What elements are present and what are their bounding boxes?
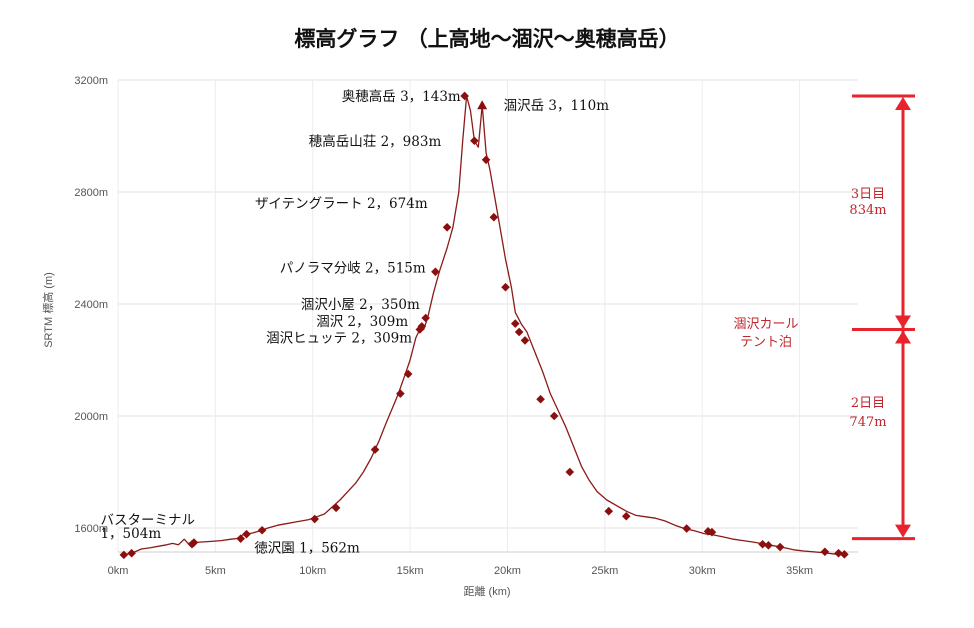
day3-arrow-down: [895, 315, 911, 329]
grid: 1600m 2000m 2400m 2800m 3200m 0km 5km 10km 15km 2…: [74, 75, 858, 577]
waypoint-marker: [510, 319, 520, 328]
x-tick-label: 15km: [397, 565, 424, 577]
y-tick-label: 3200m: [74, 75, 108, 87]
waypoint-marker: [775, 542, 785, 552]
waypoint-marker: [536, 394, 545, 404]
waypoint-label: 1，504m: [100, 526, 161, 542]
day3-arrow-up: [895, 96, 911, 110]
waypoint-label: バスターミナル: [100, 513, 195, 529]
waypoint-marker: [834, 548, 843, 558]
waypoint-marker: [431, 267, 440, 277]
waypoint-marker: [236, 534, 245, 543]
y-tick-label: 2800m: [74, 187, 108, 199]
waypoint-marker: [460, 91, 469, 101]
waypoint-marker: [489, 212, 499, 222]
chart-title: 標高グラフ （上高地～涸沢～奥穂高岳）: [294, 26, 679, 51]
waypoint-marker: [703, 527, 713, 536]
peak-marker: [477, 100, 488, 110]
day2-arrow-down: [895, 524, 911, 538]
waypoint-label: ザイテングラート 2，674m: [255, 196, 428, 212]
waypoint-label: 涸沢ヒュッテ 2，309m: [266, 331, 412, 347]
waypoint-marker: [514, 327, 524, 337]
waypoint-marker: [442, 222, 452, 232]
x-tick-label: 5km: [205, 565, 226, 577]
x-tick-label: 10km: [299, 565, 326, 577]
waypoint-label: 徳沢園 1，562m: [254, 541, 360, 557]
y-tick-label: 2400m: [74, 299, 108, 311]
waypoint-label: パノラマ分岐 2，515m: [280, 261, 426, 277]
waypoint-markers: [119, 91, 849, 560]
waypoint-marker: [820, 547, 830, 557]
waypoint-marker: [481, 155, 491, 165]
waypoint-marker: [520, 336, 530, 345]
waypoint-label: 奥穂高岳 3，143m: [342, 88, 461, 105]
x-axis-label: 距離 (km): [463, 584, 510, 598]
waypoint-marker: [415, 325, 425, 334]
waypoint-marker: [604, 506, 614, 516]
waypoint-marker: [257, 525, 267, 535]
waypoint-marker: [621, 511, 631, 521]
waypoint-marker: [119, 550, 129, 560]
waypoint-marker: [417, 322, 427, 331]
x-tick-label: 25km: [591, 565, 618, 577]
waypoint-marker: [470, 136, 479, 146]
waypoint-marker: [242, 529, 251, 539]
day2-arrow-up: [895, 330, 911, 344]
waypoint-marker: [758, 539, 767, 549]
y-tick-label: 1600m: [74, 523, 108, 535]
waypoint-label: 涸沢小屋 2，350m: [301, 297, 420, 313]
day2-value: 747m: [849, 415, 886, 430]
day2-label: 2日目: [851, 396, 885, 411]
waypoint-marker: [549, 411, 559, 421]
waypoint-marker: [840, 550, 849, 559]
y-tick-label: 2000m: [74, 411, 108, 423]
waypoint-marker: [403, 369, 413, 379]
waypoint-marker: [421, 313, 430, 323]
waypoint-marker: [370, 445, 380, 454]
x-tick-label: 30km: [689, 565, 716, 577]
waypoint-marker: [189, 538, 199, 547]
x-tick-label: 35km: [786, 565, 813, 577]
waypoint-label: 涸沢岳 3，110m: [504, 98, 610, 114]
waypoint-marker: [310, 514, 319, 524]
x-tick-label: 20km: [494, 565, 521, 577]
waypoint-marker: [682, 524, 691, 533]
waypoint-marker: [565, 467, 575, 477]
camp-label: 涸沢カール: [733, 317, 798, 332]
waypoint-marker: [501, 282, 510, 292]
camp-sublabel: テント泊: [740, 335, 792, 350]
y-axis-label: SRTM 標高 (m): [41, 272, 55, 348]
waypoint-annotations: 奥穂高岳 3，143m 涸沢岳 3，110m 穂高岳山荘 2，983m ザイテングラー…: [100, 88, 609, 557]
x-tick-label: 0km: [108, 565, 129, 577]
waypoint-marker: [331, 503, 341, 513]
waypoint-marker: [396, 389, 405, 398]
waypoint-marker: [707, 527, 717, 537]
waypoint-label: 穂高岳山荘 2，983m: [309, 133, 442, 150]
day3-label: 3日目: [851, 187, 885, 202]
waypoint-marker: [764, 541, 773, 550]
day3-value: 834m: [849, 203, 886, 218]
waypoint-marker: [127, 548, 136, 558]
waypoint-label: 涸沢 2，309m: [316, 314, 408, 330]
